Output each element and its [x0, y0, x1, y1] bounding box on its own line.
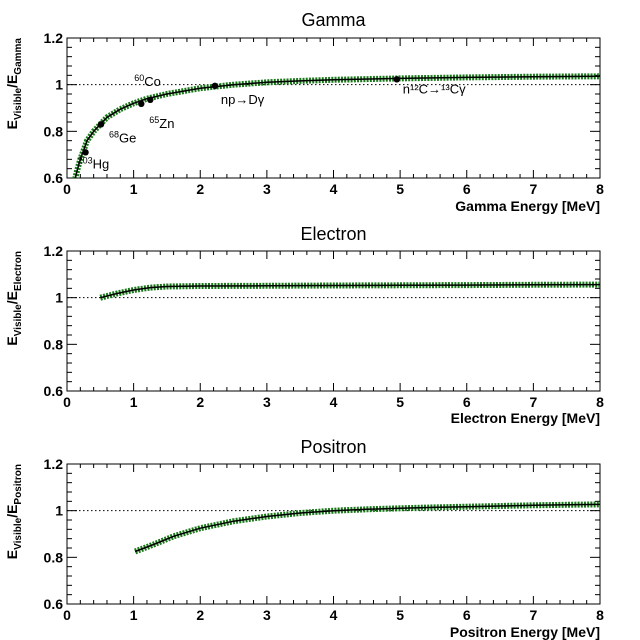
x-tick-label: 4	[330, 394, 338, 410]
data-point-label: 65Zn	[149, 115, 174, 131]
x-axis-label: Gamma Energy [MeV]	[455, 198, 600, 214]
x-axis-label: Positron Energy [MeV]	[450, 624, 600, 640]
x-tick-label: 7	[529, 181, 537, 197]
series-group	[72, 73, 600, 178]
series-line	[74, 75, 600, 178]
chart-title: Gamma	[301, 10, 366, 30]
x-tick-label: 0	[63, 181, 71, 197]
y-axis-label: EVisible/EPositron	[4, 464, 24, 559]
x-tick-label: 3	[263, 181, 271, 197]
x-tick-label: 5	[396, 607, 404, 623]
data-point-label: 203Hg	[78, 155, 110, 171]
series-group	[99, 281, 600, 301]
y-axis-label: EVisible/EElectron	[4, 251, 24, 346]
data-point-label: 68Ge	[109, 129, 136, 145]
series-line	[100, 283, 600, 299]
x-tick-label: 6	[463, 394, 471, 410]
x-tick-label: 3	[263, 394, 271, 410]
plot-frame	[66, 37, 601, 179]
data-point	[393, 76, 400, 83]
x-tick-label: 1	[130, 181, 138, 197]
x-tick-label: 8	[596, 181, 604, 197]
x-tick-label: 1	[130, 394, 138, 410]
y-tick-label: 1.2	[44, 30, 64, 46]
data-point-label: 60Co	[134, 73, 161, 89]
x-tick-label: 0	[63, 394, 71, 410]
x-tick-label: 3	[263, 607, 271, 623]
data-point-label: np→Dγ	[221, 92, 265, 107]
x-tick-label: 7	[529, 607, 537, 623]
x-tick-label: 2	[196, 394, 204, 410]
x-tick-label: 5	[396, 394, 404, 410]
y-tick-label: 1	[55, 290, 63, 306]
x-tick-label: 2	[196, 181, 204, 197]
x-tick-label: 0	[63, 607, 71, 623]
y-tick-label: 0.6	[44, 383, 64, 399]
x-tick-label: 4	[330, 607, 338, 623]
x-tick-label: 7	[529, 394, 537, 410]
x-tick-label: 1	[130, 607, 138, 623]
chart-title: Electron	[300, 224, 366, 244]
y-tick-label: 1	[55, 503, 63, 519]
data-point	[211, 82, 219, 90]
x-tick-label: 4	[330, 181, 338, 197]
y-tick-label: 1	[55, 77, 63, 93]
y-tick-label: 0.6	[44, 170, 64, 186]
y-axis-label: EVisible/EGamma	[4, 38, 24, 130]
y-tick-label: 0.8	[44, 123, 64, 139]
y-tick-label: 1.2	[44, 243, 64, 259]
data-point	[138, 100, 145, 108]
x-tick-label: 6	[463, 607, 471, 623]
x-tick-label: 8	[596, 607, 604, 623]
data-point-label: n¹²C→¹³Cγ	[403, 81, 466, 96]
y-tick-label: 0.8	[44, 336, 64, 352]
data-point	[147, 96, 154, 104]
x-tick-label: 6	[463, 181, 471, 197]
plot-frame	[66, 463, 601, 605]
x-tick-label: 2	[196, 607, 204, 623]
y-tick-label: 0.6	[44, 596, 64, 612]
y-tick-label: 0.8	[44, 549, 64, 565]
y-tick-label: 1.2	[44, 456, 64, 472]
data-point	[97, 121, 105, 128]
chart-panel-gamma: Gamma 0 1 2 3 4 5 6 7 8 0.6 0.8 1 1.2 Gamma Energy [Me…	[4, 10, 604, 214]
plot-frame	[66, 250, 601, 392]
x-tick-label: 8	[596, 394, 604, 410]
chart-panel-positron: Positron 0 1 2 3 4 5 6 7 8 0.6 0.8 1 1.2 Positron Ener…	[4, 437, 604, 640]
series-line	[134, 503, 600, 553]
uncertainty-band	[72, 73, 600, 178]
chart-panel-electron: Electron 0 1 2 3 4 5 6 7 8 0.6 0.8 1 1.2 Electron Ener…	[4, 224, 604, 426]
x-tick-label: 5	[396, 181, 404, 197]
data-point	[82, 149, 89, 156]
series-group	[134, 501, 600, 555]
x-axis-label: Electron Energy [MeV]	[451, 410, 600, 426]
chart-title: Positron	[300, 437, 366, 457]
